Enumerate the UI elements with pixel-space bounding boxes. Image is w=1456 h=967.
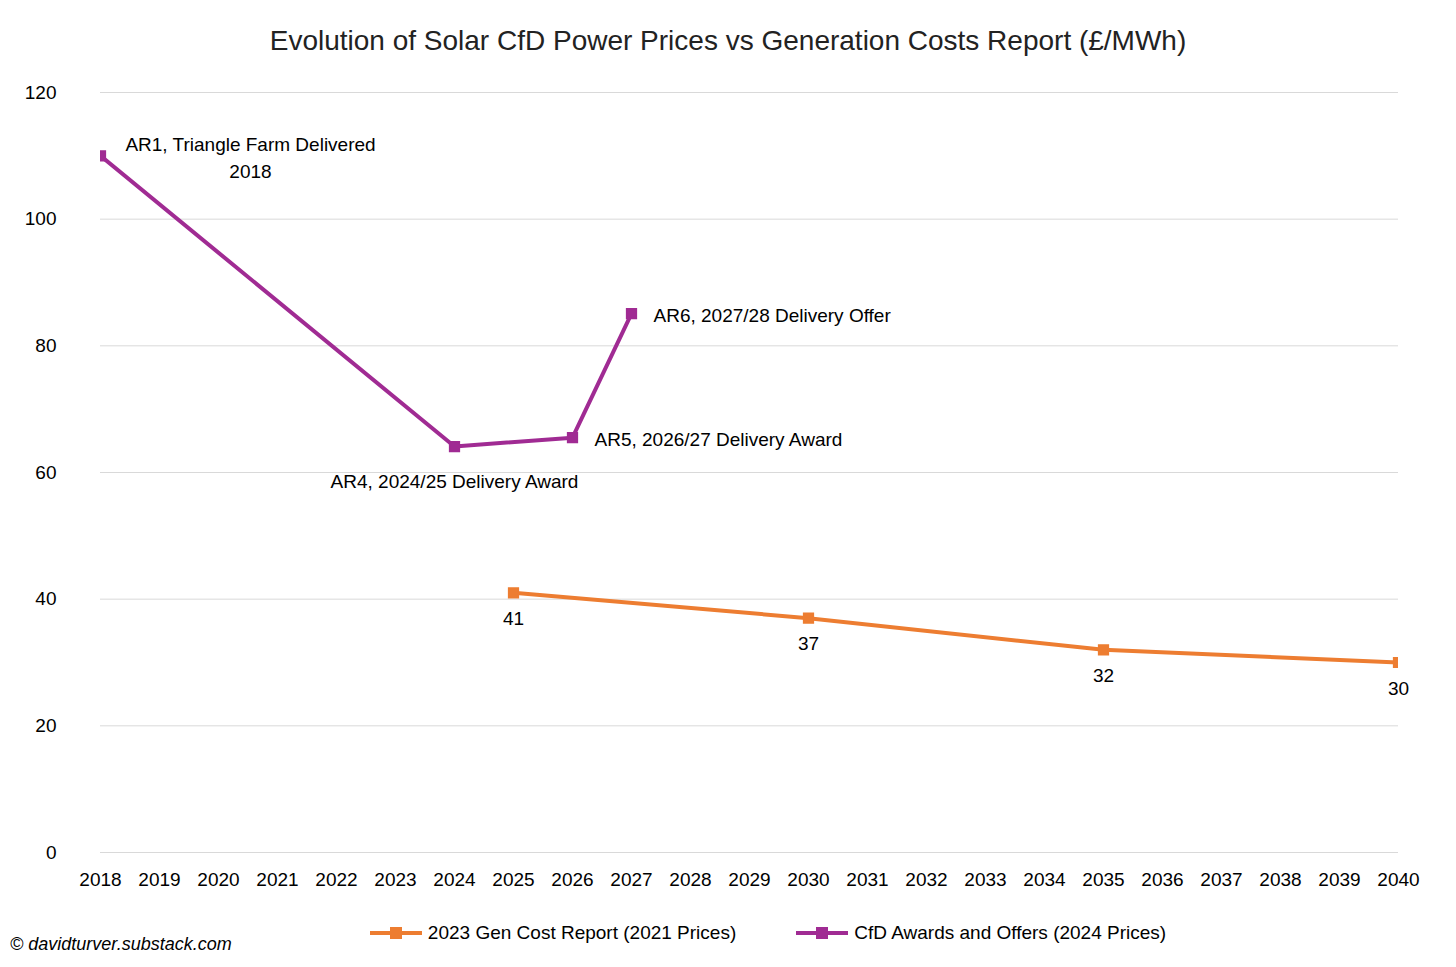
svg-text:AR5, 2026/27 Delivery Award: AR5, 2026/27 Delivery Award [595,429,843,450]
svg-text:AR4, 2024/25 Delivery Award: AR4, 2024/25 Delivery Award [331,471,579,492]
svg-text:2025: 2025 [492,869,534,890]
svg-text:2027: 2027 [610,869,652,890]
html-text:© davidturver.substack.com: © davidturver.substack.com [10,934,232,954]
svg-text:2035: 2035 [1082,869,1124,890]
svg-text:2028: 2028 [669,869,711,890]
html-text:Evolution of Solar CfD Power P: Evolution of Solar CfD Power Prices vs G… [269,25,1187,56]
svg-text:2033: 2033 [964,869,1006,890]
svg-text:2037: 2037 [1200,869,1242,890]
svg-text:2040: 2040 [1377,869,1419,890]
svg-text:32: 32 [1093,665,1114,686]
svg-text:2023: 2023 [374,869,416,890]
svg-text:30: 30 [1388,678,1409,699]
svg-text:2034: 2034 [1023,869,1066,890]
svg-text:2036: 2036 [1141,869,1183,890]
svg-text:100: 100 [25,208,57,229]
html-text:CfD Awards and Offers (2024 Pr: CfD Awards and Offers (2024 Prices) [854,922,1167,943]
svg-text:2026: 2026 [551,869,593,890]
svg-text:41: 41 [503,608,524,629]
svg-text:80: 80 [35,335,56,356]
svg-text:2039: 2039 [1318,869,1360,890]
html-text:2023 Gen Cost Report (2021 Pri: 2023 Gen Cost Report (2021 Prices) [427,922,737,943]
svg-text:2032: 2032 [905,869,947,890]
svg-text:2029: 2029 [728,869,770,890]
svg-text:2038: 2038 [1259,869,1301,890]
svg-text:2019: 2019 [138,869,180,890]
svg-text:2024: 2024 [433,869,476,890]
svg-text:2021: 2021 [256,869,298,890]
svg-text:2030: 2030 [787,869,829,890]
svg-text:2031: 2031 [846,869,888,890]
svg-text:37: 37 [798,633,819,654]
svg-text:0: 0 [46,842,57,863]
svg-text:AR6, 2027/28 Delivery Offer: AR6, 2027/28 Delivery Offer [654,305,892,326]
svg-text:120: 120 [25,82,57,103]
svg-text:2020: 2020 [197,869,239,890]
svg-text:2022: 2022 [315,869,357,890]
svg-text:40: 40 [35,588,56,609]
svg-text:2018: 2018 [79,869,121,890]
svg-text:AR1, Triangle Farm Delivered20: AR1, Triangle Farm Delivered2018 [125,134,375,182]
svg-text:60: 60 [35,462,56,483]
svg-text:20: 20 [35,715,56,736]
